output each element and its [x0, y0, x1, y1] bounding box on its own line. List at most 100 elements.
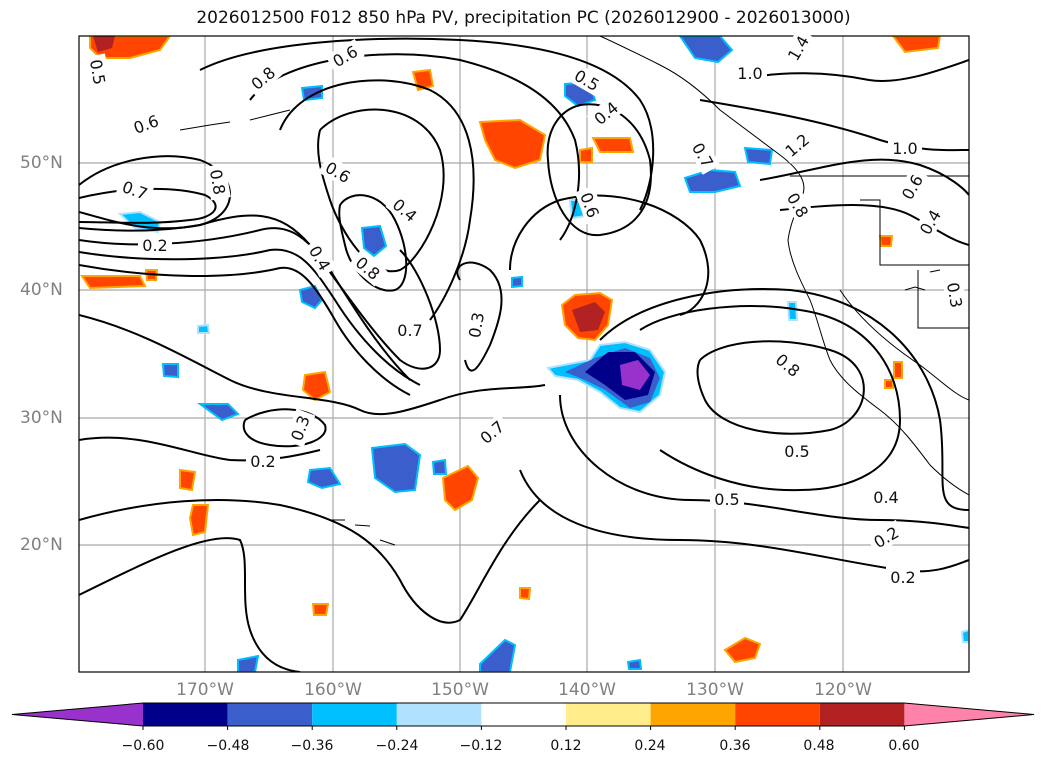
contour-label-bg: [567, 62, 607, 98]
contour-label-bg: [777, 126, 817, 164]
colorbar-tick-label: 0.24: [634, 738, 666, 754]
longitude-label: 130°W: [686, 680, 744, 700]
precip-positive-blob: [441, 464, 480, 512]
coastlines: [179, 36, 969, 546]
colorbar-bin: [143, 703, 228, 726]
contour-label-bg: [393, 320, 427, 340]
precip-positive-blob: [891, 36, 942, 54]
contour-label-bg: [866, 519, 906, 555]
colorbar-tick-label: −0.60: [121, 738, 165, 754]
colorbar-bin: [735, 703, 820, 726]
latitude-label: 20°N: [20, 535, 63, 555]
contour-label-bg: [586, 94, 626, 132]
precip-negative-blob: [479, 638, 517, 672]
contour-label-bg: [888, 138, 922, 158]
colorbar-tick-label: −0.12: [459, 738, 503, 754]
contour-label-bg: [318, 154, 358, 190]
colorbar-bin: [396, 703, 482, 726]
precip-extreme-negative-blob: [620, 360, 650, 390]
contour-label-bg: [768, 346, 808, 384]
precip-positive-blob: [878, 235, 894, 247]
contour-label-bg: [284, 408, 316, 448]
contour-label-bg: [138, 235, 172, 255]
precip-negative-blob: [683, 168, 742, 193]
precip-positive-blob: [579, 146, 593, 163]
latitude-label: 30°N: [20, 408, 63, 428]
contour-label-bg: [348, 249, 388, 287]
map-title: 2026012500 F012 850 hPa PV, precipitatio…: [196, 8, 851, 28]
contour-label-bg: [126, 108, 166, 140]
contour-label: 0.2: [890, 568, 915, 587]
precip-positive-blob: [188, 504, 210, 537]
contour-label-bg: [463, 306, 489, 344]
latitude-label: 40°N: [20, 280, 63, 300]
precip-positive-blob: [478, 118, 547, 170]
latitude-label: 50°N: [20, 153, 63, 173]
contour-label-bg: [385, 191, 425, 229]
contour-label: 0.2: [250, 452, 275, 471]
contour-label: 0.5: [86, 58, 109, 86]
colorbar-bin: [481, 703, 566, 726]
colorbar-tick-label: −0.24: [375, 738, 419, 754]
colorbar-tick-label: −0.48: [206, 738, 250, 754]
precip-positive-blob: [723, 636, 762, 664]
contour-label: 0.3: [465, 311, 488, 339]
colorbar-bin: [12, 703, 143, 726]
colorbar-tick-label: 0.60: [888, 738, 920, 754]
contour-label: 1.0: [737, 64, 762, 83]
contour-label-bg: [325, 38, 365, 74]
contour-label-bg: [472, 413, 512, 451]
precip-negative-blob: [626, 658, 643, 670]
contour-labels: 0.5 0.80.6 1.41.00.50.41.2 1.00.60.70.70.60…: [85, 28, 968, 587]
contour-label: 0.4: [873, 488, 898, 507]
contour-label-bg: [115, 174, 155, 206]
contour-label-bg: [886, 567, 920, 587]
contour-label-bg: [780, 441, 814, 461]
precip-negative-blob: [960, 628, 969, 643]
contour-label: 0.5: [714, 490, 739, 509]
longitude-label: 150°W: [431, 680, 489, 700]
precip-negative-blob: [786, 301, 799, 321]
precip-negative-blob: [743, 146, 774, 166]
precip-negative-blob: [511, 275, 523, 289]
contour-label-bg: [302, 238, 338, 278]
contour-label-bg: [710, 489, 744, 509]
contour-label-bg: [912, 202, 948, 242]
colorbar-tick-label: 0.48: [803, 738, 835, 754]
colorbar-bin: [650, 703, 736, 726]
contour-label-bg: [205, 163, 231, 201]
colorbar-bin: [227, 703, 313, 726]
contour-label-bg: [894, 167, 930, 207]
precip-negative-blob: [237, 654, 260, 672]
contour-label-bg: [780, 28, 816, 68]
longitude-label: 170°W: [176, 680, 234, 700]
precip-negative-blob: [431, 458, 448, 475]
contour-label: 0.3: [943, 281, 966, 309]
contour-label: 1.0: [892, 139, 917, 158]
contour-label: 0.5: [784, 442, 809, 461]
precip-negative-blob: [196, 403, 240, 422]
longitude-label: 140°W: [558, 680, 616, 700]
contour-label-bg: [942, 276, 968, 314]
precip-negative-blob: [161, 363, 179, 379]
colorbar-bin: [566, 703, 651, 726]
colorbar-tick-label: 0.36: [719, 738, 751, 754]
precip-negative-blob: [300, 84, 323, 102]
contour-label-bg: [243, 59, 283, 97]
precip-positive-blob: [311, 603, 330, 616]
precip-negative-blob: [306, 466, 342, 490]
precip-positive-blob: [519, 587, 532, 601]
longitude-label: 120°W: [814, 680, 872, 700]
contour-label-bg: [780, 185, 816, 225]
precip-negative-blob: [197, 323, 211, 334]
precip-positive-blob: [80, 275, 147, 290]
contour-label-bg: [246, 451, 280, 471]
precip-positive-blob: [591, 137, 635, 153]
contour-label-bg: [85, 53, 111, 91]
precip-negative-blob: [360, 224, 388, 258]
precip-negative-blob: [678, 36, 734, 64]
contour-label: 0.2: [142, 236, 167, 255]
map-content: [79, 36, 969, 672]
colorbar-bin: [819, 703, 905, 726]
